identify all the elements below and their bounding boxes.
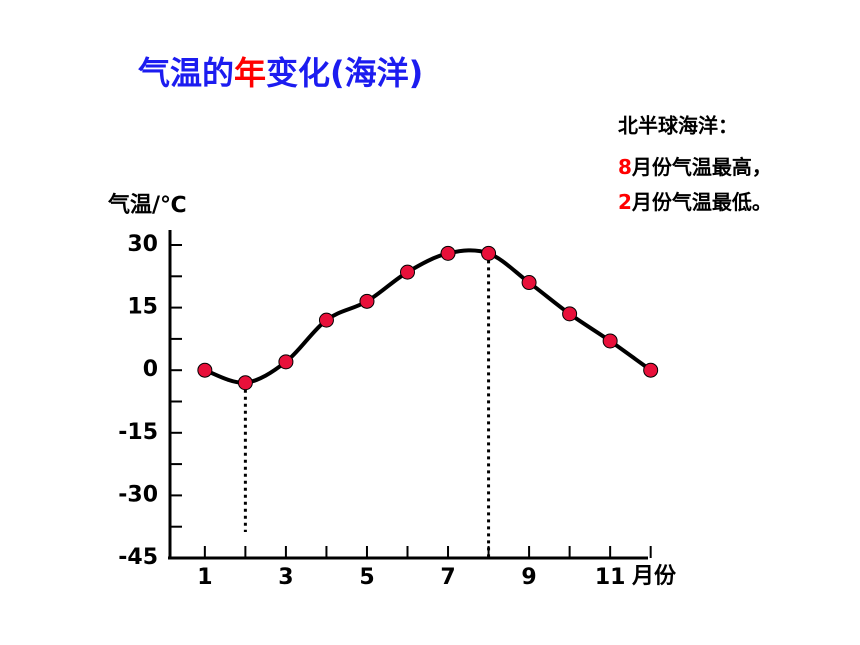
y-tick-label: -45 xyxy=(118,545,158,570)
x-tick-label: 11 xyxy=(595,565,626,590)
x-tick-label: 1 xyxy=(197,565,212,590)
y-tick-label: 30 xyxy=(127,232,158,257)
y-axis-label: 气温/℃ xyxy=(107,192,187,218)
data-point xyxy=(481,245,497,261)
data-point xyxy=(643,362,659,378)
note-highlight: 2 xyxy=(618,190,632,214)
data-point xyxy=(440,245,456,261)
x-axis-label: 月份 xyxy=(631,564,677,589)
data-point xyxy=(197,362,213,378)
data-point xyxy=(602,333,618,349)
data-point xyxy=(359,293,375,309)
note-highlight: 8 xyxy=(618,155,632,179)
x-tick-label: 9 xyxy=(521,565,536,590)
data-point xyxy=(318,312,334,328)
data-line xyxy=(204,248,652,385)
note: 2月份气温最低。 xyxy=(618,190,772,214)
y-tick-label: -15 xyxy=(118,420,158,445)
data-point xyxy=(278,354,294,370)
title-part: 变化(海洋) xyxy=(266,54,423,92)
y-tick-label: -30 xyxy=(118,482,158,507)
y-tick-label: 15 xyxy=(127,295,158,320)
data-point xyxy=(237,375,253,391)
chart-title: 气温的年变化(海洋) xyxy=(138,54,423,92)
note: 8月份气温最高， xyxy=(618,155,772,179)
y-tick-label: 0 xyxy=(143,357,158,382)
x-tick-label: 7 xyxy=(440,565,455,590)
title-part: 气温的 xyxy=(138,54,234,92)
data-point xyxy=(562,306,578,322)
x-tick-label: 3 xyxy=(278,565,293,590)
notes-title: 北半球海洋： xyxy=(618,114,738,138)
x-tick-label: 5 xyxy=(359,565,374,590)
note-text: 月份气温最高， xyxy=(631,155,772,179)
data-point xyxy=(521,275,537,291)
data-point xyxy=(400,264,415,280)
title-highlight: 年 xyxy=(234,54,266,92)
note-text: 月份气温最低。 xyxy=(631,190,772,214)
